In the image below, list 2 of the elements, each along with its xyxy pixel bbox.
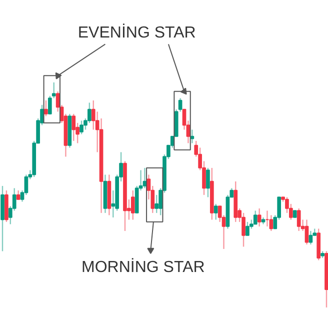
annotation: MORNİNG STAR — [82, 258, 205, 276]
text: EVENİNG STAR — [78, 23, 196, 42]
